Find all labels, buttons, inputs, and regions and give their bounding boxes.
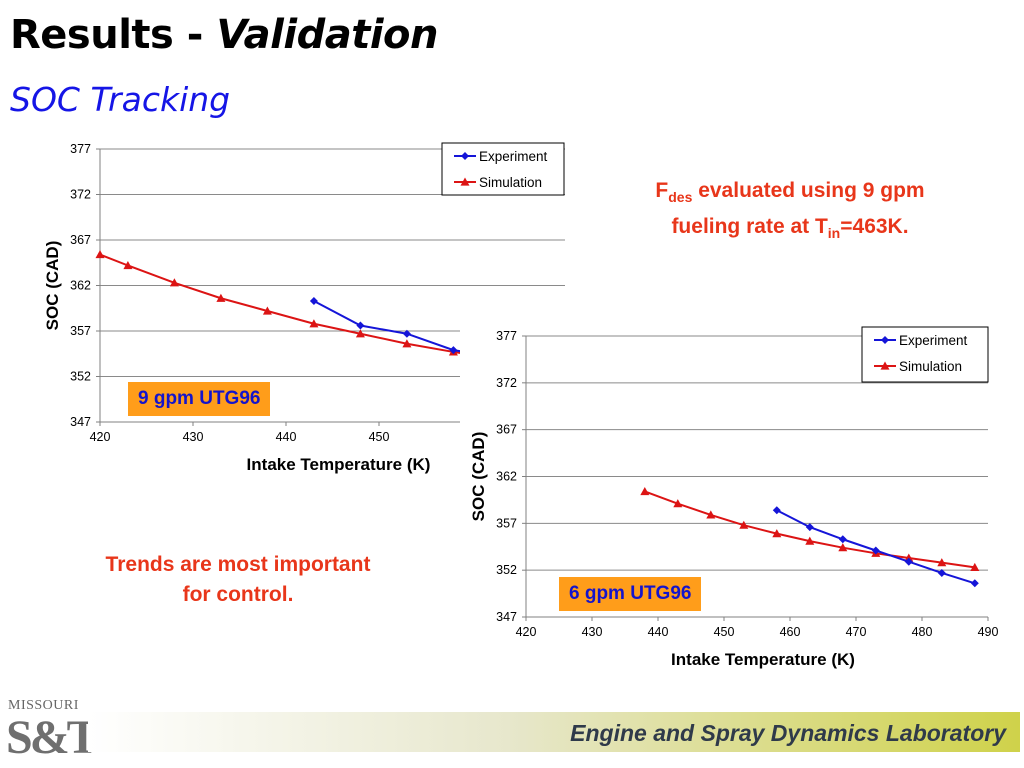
chart2-series-simulation-point-10	[970, 562, 980, 571]
chart2-series-experiment-point-0	[772, 506, 781, 515]
chart1-series-experiment-point-1	[356, 321, 365, 330]
chart2-ytick-label-2: 357	[496, 516, 517, 530]
fdes-sub: des	[668, 189, 693, 206]
chart2-series-experiment-point-2	[838, 535, 847, 544]
chart1-series-simulation-point-6	[355, 329, 365, 338]
chart2-series-experiment-point-4	[904, 557, 913, 566]
trends-note-line2: for control.	[182, 583, 294, 606]
chart-9gpm-svg: 347352357362367372377420430440450460470I…	[43, 142, 570, 474]
tin-sub: in	[827, 225, 841, 242]
chart2-series-simulation-point-2	[706, 510, 716, 519]
chart2-xtick-label-2: 440	[648, 625, 669, 639]
title-italic: Validation	[216, 12, 438, 58]
chart1-series-simulation-point-3	[216, 293, 226, 302]
chart2-ytick-label-1: 352	[496, 563, 517, 577]
chart1-xtick-label-1: 430	[183, 430, 204, 444]
chart1-ytick-label-5: 372	[70, 188, 91, 202]
chart2-legend-marker-1	[880, 361, 890, 370]
chart2-xtick-label-7: 490	[978, 625, 999, 639]
chart2-ylabel: SOC (CAD)	[469, 432, 488, 522]
logo-main-text: S&T	[6, 711, 99, 764]
chart1-series-simulation-point-0	[95, 250, 105, 259]
chart2-series-simulation-point-3	[739, 520, 749, 529]
chart2-xtick-label-5: 470	[846, 625, 867, 639]
chart1-series-simulation-point-2	[169, 278, 179, 287]
chart2-series-simulation-point-0	[640, 486, 650, 496]
chart2-xtick-label-6: 480	[912, 625, 933, 639]
chart-9gpm: 347352357362367372377420430440450460470I…	[40, 138, 570, 483]
chart-9gpm-tag: 9 gpm UTG96	[128, 382, 271, 416]
chart2-legend-box	[861, 326, 989, 383]
missouri-st-logo: MISSOURI S&T	[6, 698, 99, 764]
chart1-xtick-label-3: 450	[369, 430, 390, 444]
chart2-series-experiment-point-1	[805, 523, 814, 532]
trends-note-line1: Trends are most important	[105, 553, 371, 576]
chart1-series-simulation-point-5	[309, 319, 319, 328]
chart1-legend-marker-1	[460, 177, 470, 186]
chart2-series-experiment-point-6	[970, 579, 979, 588]
chart-6gpm: 347 352 357 362 367 372 377 420 430 440 450 460 470 4…	[460, 322, 1000, 682]
chart2-legend-label-0: Experiment	[899, 333, 968, 348]
trends-note: Trends are most important for control.	[60, 550, 416, 610]
tin-value: =463K.	[840, 215, 909, 239]
chart2-ytick-label-5: 372	[496, 376, 517, 390]
title-main: Results -	[10, 12, 217, 58]
chart2-ytick-label-4: 367	[496, 423, 517, 437]
chart1-series-experiment-point-0	[309, 296, 318, 305]
chart2-ytick-label-0: 347	[496, 610, 517, 624]
fdes-text: evaluated using 9 gpm	[692, 179, 925, 202]
chart1-series-simulation-line	[99, 253, 501, 361]
chart1-series-experiment-point-2	[402, 329, 411, 338]
chart1-ylabel: SOC (CAD)	[43, 241, 62, 331]
fdes-note-line2: fueling rate at Tin=463K.	[600, 212, 980, 248]
chart2-legend-marker-0	[881, 336, 889, 344]
chart1-series-simulation-point-4	[262, 306, 272, 315]
chart2-legend-label-1: Simulation	[899, 359, 962, 374]
fdes-f: F	[655, 179, 669, 202]
chart1-legend-label-1: Simulation	[479, 175, 542, 190]
chart1-ytick-label-0: 347	[70, 415, 91, 429]
chart1-ytick-label-6: 377	[70, 142, 91, 156]
chart2-xtick-label-0: 420	[516, 625, 537, 639]
chart2-series-simulation-point-1	[673, 499, 683, 508]
chart1-ytick-label-2: 357	[70, 324, 91, 338]
chart1-xlabel: Intake Temperature (K)	[247, 455, 431, 474]
chart2-ytick-label-6: 377	[496, 329, 517, 343]
chart1-ytick-label-4: 367	[70, 233, 91, 247]
chart1-legend-box	[441, 142, 565, 196]
chart1-xtick-label-0: 420	[90, 430, 111, 444]
chart2-xtick-label-1: 430	[582, 625, 603, 639]
fdes-note: Fdes evaluated using 9 gpm fueling rate …	[600, 176, 980, 248]
chart2-series-simulation-point-5	[805, 536, 815, 545]
chart2-series-experiment-point-3	[871, 546, 880, 555]
chart2-xlabel: Intake Temperature (K)	[671, 650, 855, 669]
chart-6gpm-svg: 347 352 357 362 367 372 377 420 430 440 450 460 470 4…	[469, 326, 999, 669]
chart2-series-experiment-point-5	[937, 568, 946, 577]
footer-band: Engine and Spray Dynamics Laboratory	[88, 712, 1020, 752]
footer-lab-name: Engine and Spray Dynamics Laboratory	[570, 720, 1006, 746]
chart1-ytick-label-1: 352	[70, 370, 91, 384]
slide-title: Results - Validation	[10, 12, 438, 58]
chart2-series-simulation-point-6	[838, 543, 848, 552]
chart1-series-simulation-point-7	[402, 339, 412, 348]
chart2-xtick-label-3: 450	[714, 625, 735, 639]
chart1-legend-label-0: Experiment	[479, 149, 548, 164]
chart2-series-simulation-point-8	[904, 553, 914, 562]
fdes-note-line1: Fdes evaluated using 9 gpm	[600, 176, 980, 212]
tin-t: fueling rate at T	[671, 215, 828, 239]
chart2-xtick-label-4: 460	[780, 625, 801, 639]
chart2-ytick-label-3: 362	[496, 470, 517, 484]
logo-top-text: MISSOURI	[8, 698, 79, 713]
chart2-series-simulation-point-4	[772, 529, 782, 538]
slide-subtitle: SOC Tracking	[10, 80, 231, 119]
chart1-series-simulation-point-1	[123, 260, 133, 270]
chart1-xtick-label-2: 440	[276, 430, 297, 444]
chart1-series-experiment-point-3	[449, 346, 458, 355]
chart-6gpm-tag: 6 gpm UTG96	[559, 577, 702, 611]
chart2-series-simulation-point-9	[937, 558, 947, 567]
chart1-ytick-label-3: 362	[70, 279, 91, 293]
chart1-legend-marker-0	[461, 152, 469, 160]
